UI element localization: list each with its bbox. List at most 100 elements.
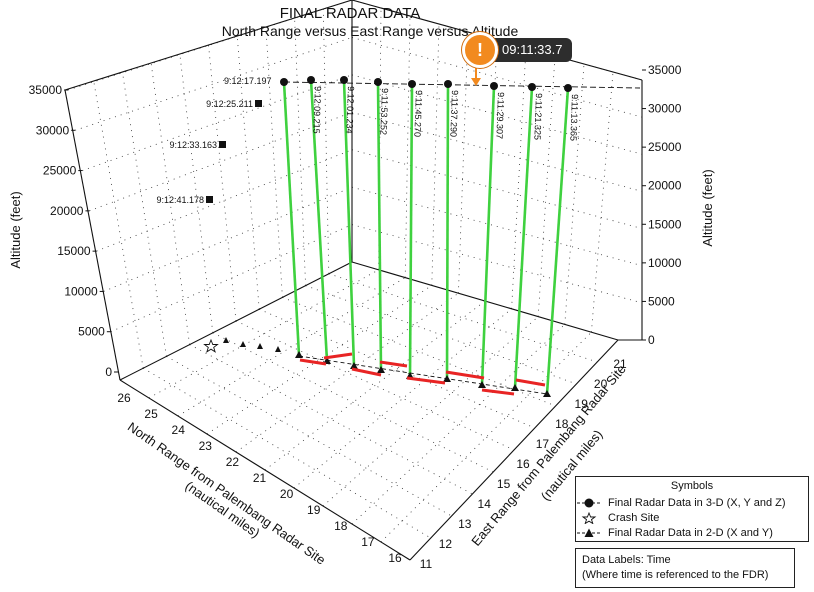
legend-item-3d: Final Radar Data in 3-D (X, Y and Z) [576,495,808,510]
altitude-tick-left: 20000 [50,204,84,218]
altitude-stem [545,87,570,395]
ground-track-mark [323,352,353,360]
altitude-stem [282,81,301,356]
grid-line [96,149,353,252]
radar-point-3d [444,80,452,88]
north-range-ticks: 26 25 24 23 22 21 20 19 18 17 16 [117,391,402,565]
grid-line [122,71,167,357]
radar-point-3d [340,76,348,84]
grid-line [404,15,411,278]
grid-line [511,47,527,309]
grid-line [212,332,494,473]
triangle-marker-icon [577,528,601,537]
time-label: 9:11:53.252 [378,88,390,135]
grid-line [142,367,432,539]
grid-line [351,37,643,118]
ground-track-mark [515,378,546,387]
time-label: 9:11:13.365 [568,94,580,141]
alert-time: 09:11:33.7 [488,38,573,62]
grid-line [351,224,643,304]
radar-point-2d [240,341,246,347]
grid-line [75,37,353,131]
grid-line [328,273,598,363]
north-range-tick: 26 [117,391,131,405]
altitude-ticks-left: 0 5000 10000 15000 20000 25000 30000 35000 [29,83,118,379]
chart-subtitle: North Range versus East Range versus Alt… [222,23,519,39]
altitude-stem [445,83,450,380]
east-range-tick: 21 [613,357,627,371]
radar-point-2d [350,362,358,369]
grid-line [431,23,440,286]
legend-item-2d: Final Radar Data in 2-D (X and Y) [576,525,808,540]
east-range-tick: 13 [458,517,472,531]
grid-line [179,53,214,333]
radar-point-descent [255,100,262,107]
radar-point-2d [377,366,385,373]
east-range-tick: 14 [478,497,492,511]
grid-line [206,285,433,435]
star-marker-icon [581,511,597,524]
grid-line [103,186,353,292]
east-range-tick: 11 [420,557,433,571]
altitude-tick-right: 15000 [648,217,682,231]
circle-marker-icon [577,498,601,507]
east-range-tick: 17 [536,437,550,451]
ground-track-mark [445,370,485,380]
ground-track-line [298,355,548,395]
grid-line [294,17,306,286]
ground-track-mark [406,376,446,385]
time-label: 9:12:33.163 [169,140,217,150]
altitude-stem [376,81,383,371]
radar-point-2d [223,337,229,343]
grid-line [259,308,535,429]
altitude-tick-right: 10000 [648,256,682,270]
crash-site-marker [203,338,219,353]
altitude-ticks-right: 0 5000 10000 15000 20000 25000 30000 35000 [642,63,682,347]
legend-title: Symbols [670,480,714,492]
grid-line [351,149,643,229]
legend-item-crash: Crash Site [576,510,808,525]
grid-line [235,292,459,453]
grid-line [351,74,643,155]
grid-line [236,35,260,310]
altitude-tick-left: 0 [105,365,112,379]
data-layer: 9:12:09.215 9:12:01.234 9:11:53.252 9:11:45… [156,76,580,397]
grid-layer [67,0,643,543]
time-label: 9:12:41.178 [156,195,204,205]
time-label: 9:11:45.270 [412,90,424,137]
time-label: 9:12:09.215 [311,86,323,134]
note-line-1: Data Labels: Time [582,554,671,566]
east-range-tick: 15 [497,477,511,491]
radar-point-2d [478,381,486,388]
altitude-tick-right: 35000 [648,63,682,77]
altitude-tick-right: 20000 [648,179,682,193]
north-range-tick: 23 [199,439,213,453]
time-label: 9:11:29.307 [494,92,506,139]
altitude-label-left: Altitude (feet) [8,191,23,268]
grid-line [189,344,473,495]
note-line-2: (Where time is referenced to the FDR) [582,569,769,581]
grid-line [351,111,643,192]
north-range-tick: 20 [280,487,294,501]
grid-line [351,324,566,525]
radar-point-3d [564,84,572,92]
east-range-tick: 12 [439,537,453,551]
radar-point-2d [295,351,303,358]
north-range-tick: 17 [361,535,375,549]
time-label: 9:12:17.197 [224,76,272,86]
ground-track-mark [379,360,408,368]
grid-line [293,308,512,489]
radar-point-descent [219,141,226,148]
north-range-tick: 16 [388,551,402,565]
ground-track-mark [351,367,382,377]
grid-line [177,277,406,417]
altitude-stem [408,83,414,377]
grid-line [93,80,144,369]
altitude-tick-left: 10000 [64,284,98,298]
alert-badge[interactable]: ! 09:11:33.7 [462,32,573,68]
altitude-tick-right: 30000 [648,102,682,116]
exclamation-icon[interactable]: ! [462,32,498,68]
north-range-tick: 19 [307,503,321,517]
grid-line [458,31,469,294]
ground-track-mark [481,388,515,396]
